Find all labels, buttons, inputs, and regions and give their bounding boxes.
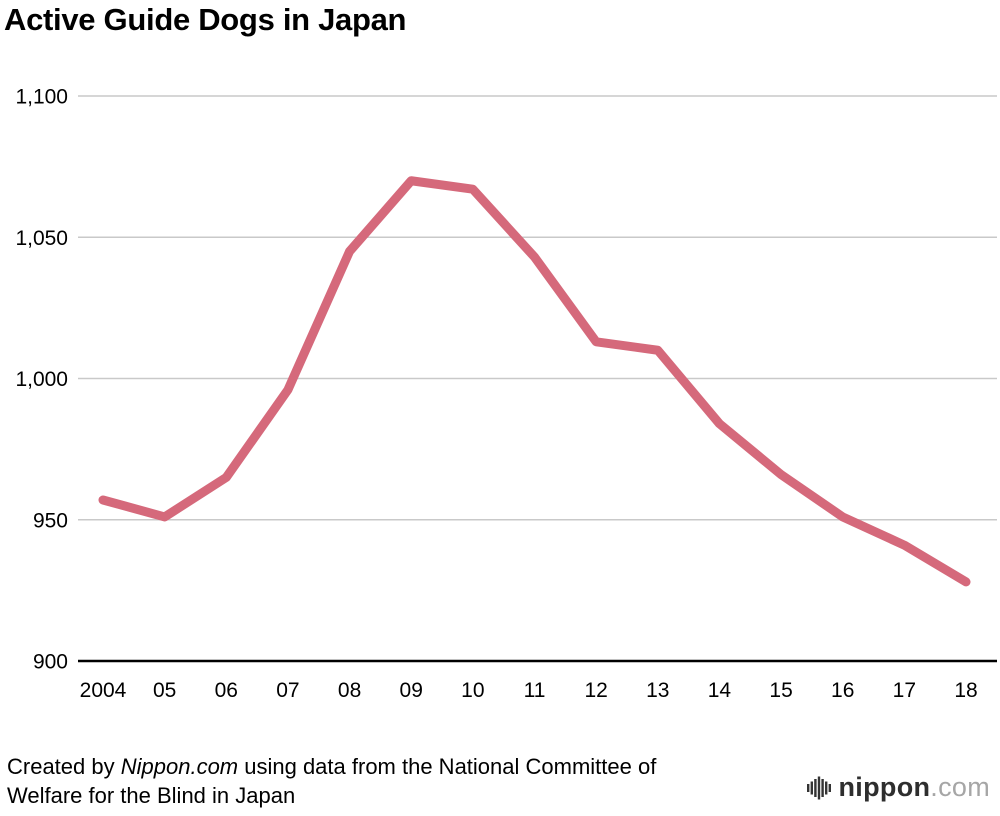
nippon-logo-text: nippon.com <box>839 772 990 803</box>
x-tick-label: 05 <box>153 679 176 702</box>
x-tick-label: 07 <box>276 679 299 702</box>
y-tick-label: 900 <box>33 651 68 674</box>
nippon-logo-icon <box>806 776 831 799</box>
nippon-logo: nippon.com <box>806 772 990 803</box>
x-tick-label: 14 <box>708 679 732 702</box>
credit-source: Nippon.com <box>120 754 239 779</box>
x-tick-label: 15 <box>769 679 792 702</box>
credit-prefix: Created by <box>7 754 121 779</box>
x-tick-label: 16 <box>831 679 854 702</box>
x-tick-label: 06 <box>215 679 238 702</box>
chart-title: Active Guide Dogs in Japan <box>4 2 407 37</box>
credit-line2: Welfare for the Blind in Japan <box>7 783 296 808</box>
y-tick-label: 1,050 <box>15 227 68 250</box>
x-tick-label: 09 <box>400 679 423 702</box>
credit-suffix: using data from the National Committee o… <box>238 754 657 779</box>
y-tick-label: 1,000 <box>15 368 68 391</box>
x-tick-label: 13 <box>646 679 669 702</box>
x-tick-label: 11 <box>524 679 546 702</box>
x-tick-label: 10 <box>461 679 484 702</box>
x-tick-label: 08 <box>338 679 361 702</box>
logo-nippon: nippon <box>838 772 931 802</box>
x-tick-label: 12 <box>584 679 607 702</box>
logo-com: .com <box>930 772 990 802</box>
credit-text: Created by Nippon.com using data from th… <box>7 752 867 810</box>
data-series-line <box>98 176 971 587</box>
y-tick-label: 1,100 <box>15 86 68 109</box>
y-tick-label: 950 <box>33 509 68 532</box>
x-tick-label: 18 <box>954 679 977 702</box>
x-tick-label: 2004 <box>80 679 127 702</box>
x-tick-label: 17 <box>893 679 916 702</box>
